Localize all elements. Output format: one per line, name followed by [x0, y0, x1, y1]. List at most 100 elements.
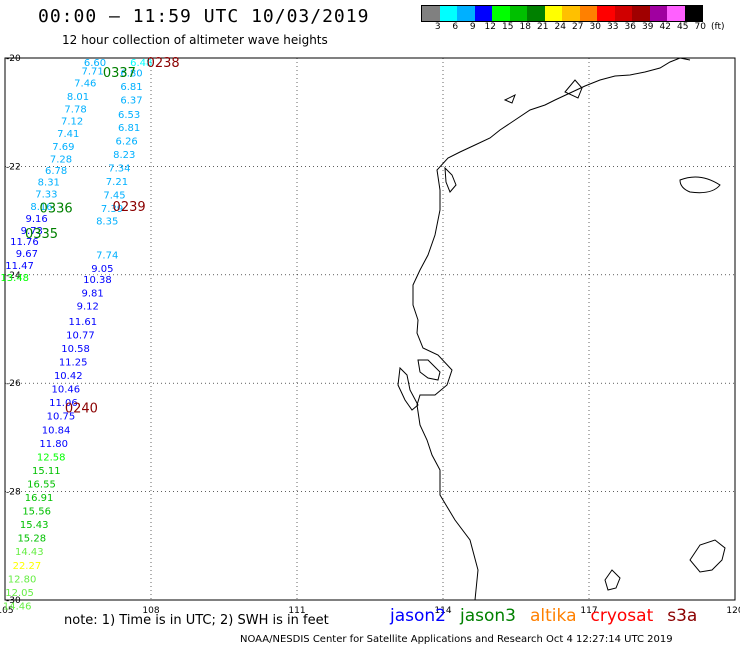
wave-height-label: 11.25 [59, 358, 88, 369]
wave-height-label: 6.81 [118, 123, 140, 134]
legend-label: 45 [677, 22, 689, 32]
mission-s3a: s3a [667, 606, 698, 626]
y-tick-label: -22 [6, 162, 21, 172]
legend-label: 18 [519, 22, 531, 32]
exmouth-gulf-outline [417, 359, 441, 381]
mission-altika: altika [530, 606, 577, 626]
legend-swatch [422, 6, 440, 21]
wave-height-label: 7.39 [101, 204, 123, 215]
wave-height-label: 7.71 [81, 66, 103, 77]
coastal-island-north [564, 79, 583, 99]
legend-label: 24 [554, 22, 566, 32]
legend-label: 6 [452, 22, 459, 32]
wave-height-label: 12.80 [8, 574, 37, 585]
legend-swatch [684, 6, 702, 21]
y-tick-label: -28 [6, 488, 21, 498]
wave-height-label: 9.12 [77, 302, 99, 313]
wave-height-label: 7.45 [103, 191, 125, 202]
pass-time-label: 0240 [65, 402, 98, 417]
wave-height-label: 11.06 [49, 398, 78, 409]
wave-height-label: 7.74 [96, 251, 118, 262]
legend-swatch [579, 6, 597, 21]
legend-swatch [492, 6, 510, 21]
wave-height-label: 6.80 [120, 69, 142, 80]
legend-swatch [562, 6, 580, 21]
wave-height-label: 9.16 [26, 214, 48, 225]
legend-label: 42 [659, 22, 671, 32]
legend-swatch [632, 6, 650, 21]
wave-height-label: 10.46 [52, 385, 81, 396]
axis-tick-labels: 105 108 111 114 117 120 -20 -22 -24 -26 -28 -30 [0, 54, 740, 616]
wave-height-label: 6.53 [118, 110, 140, 121]
peninsula-outline [444, 166, 457, 193]
pass-time-label: 0239 [113, 200, 146, 215]
wave-height-label: 15.28 [17, 534, 46, 545]
legend-swatch [667, 6, 685, 21]
y-tick-label: -26 [6, 379, 21, 389]
wave-height-label: 6.81 [120, 82, 142, 93]
wave-height-label: 10.75 [47, 412, 76, 423]
small-island-north [503, 93, 516, 104]
legend-swatch [527, 6, 545, 21]
wave-height-label: 7.12 [61, 116, 83, 127]
wave-height-label: 7.34 [108, 163, 130, 174]
wave-height-label: 11.80 [39, 439, 68, 450]
legend-label: 21 [537, 22, 549, 32]
wave-height-label: 9.73 [21, 226, 43, 237]
wave-height-label: 6.78 [45, 166, 67, 177]
wave-height-label: 10.77 [66, 330, 95, 341]
wave-height-label: 9.81 [81, 289, 103, 300]
mission-jason3: jason3 [460, 606, 516, 626]
footer-credit: NOAA/NESDIS Center for Satellite Applica… [240, 634, 673, 645]
x-tick-label: 111 [288, 606, 305, 616]
legend-label: (ft) [710, 22, 725, 32]
x-tick-label: 105 [0, 606, 14, 616]
wave-height-label: 7.21 [106, 177, 128, 188]
x-tick-label: 108 [142, 606, 159, 616]
wave-height-label: 12.58 [37, 452, 66, 463]
wave-height-label: 15.11 [32, 466, 61, 477]
wave-height-label: 14.43 [15, 547, 44, 558]
legend-swatch [474, 6, 492, 21]
wave-height-label: 12.05 [5, 588, 34, 599]
x-tick-label: 120 [726, 606, 740, 616]
wave-height-label: 10.58 [61, 344, 90, 355]
pass-time-label: 0238 [147, 56, 180, 71]
wave-height-label: 6.60 [84, 58, 106, 69]
wave-height-label: 7.41 [57, 129, 79, 140]
wave-height-label: 6.37 [120, 96, 142, 107]
wave-height-label: 10.84 [42, 425, 71, 436]
legend-swatch [509, 6, 527, 21]
legend-label: 30 [589, 22, 601, 32]
y-tick-label: -30 [6, 596, 21, 606]
wave-height-label: 11.47 [5, 261, 34, 272]
wave-height-label: 8.23 [113, 150, 135, 161]
legend-swatch [457, 6, 475, 21]
wave-height-label: 7.46 [74, 78, 96, 89]
wave-height-label: 9.67 [16, 249, 38, 260]
wave-height-label: 13.48 [0, 273, 29, 284]
wave-height-label: 8.16 [30, 202, 52, 213]
wave-height-label: 7.28 [50, 154, 72, 165]
wave-height-label: 8.35 [96, 217, 118, 228]
legend-swatch [614, 6, 632, 21]
wave-height-label: 6.48 [130, 58, 152, 69]
legend-label: 27 [572, 22, 584, 32]
wave-height-label: 10.42 [54, 371, 83, 382]
legend-label: 39 [642, 22, 654, 32]
x-tick-label: 117 [580, 606, 597, 616]
pass-time-label: 0335 [25, 227, 58, 242]
legend-label: 15 [502, 22, 514, 32]
mission-jason2: jason2 [390, 606, 446, 626]
wave-height-label: 7.78 [64, 104, 86, 115]
footer-note: note: 1) Time is in UTC; 2) SWH is in fe… [64, 613, 329, 628]
color-scale-legend [421, 5, 703, 22]
chart-subtitle: 12 hour collection of altimeter wave hei… [62, 33, 328, 47]
color-scale-labels: 3 6 9 12 15 18 21 24 27 30 33 36 39 42 45 70 (ft) [421, 22, 740, 34]
lat-lon-grid [4, 57, 736, 601]
legend-label: 36 [624, 22, 636, 32]
coastal-island-east [679, 176, 721, 194]
legend-label: 12 [484, 22, 496, 32]
wave-height-label: 9.05 [91, 264, 113, 275]
